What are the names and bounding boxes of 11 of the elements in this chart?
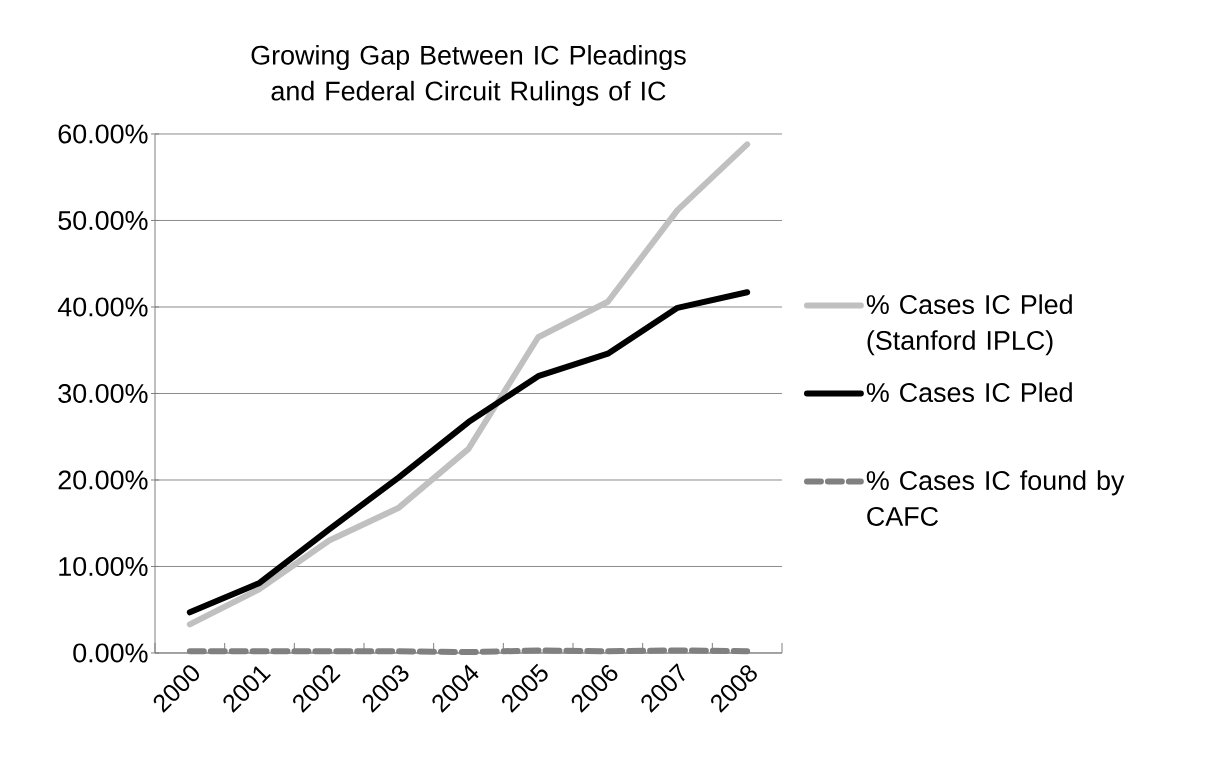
legend-label: % Cases IC found by CAFC	[866, 470, 1125, 526]
legend-label: % Cases IC Pled	[866, 382, 1072, 403]
y-tick-label: 0.00%	[73, 643, 148, 663]
legend-label: % Cases IC Pled (Stanford IPLC)	[866, 294, 1072, 356]
y-tick-label: 40.00%	[57, 297, 148, 317]
chart-title: Growing Gap Between IC Pleadings and Federal Circuit Rulings of IC	[251, 44, 686, 106]
y-tick-label: 50.00%	[58, 210, 148, 231]
y-tick-label: 60.00%	[58, 124, 148, 144]
y-tick-label: 30.00%	[58, 383, 148, 404]
y-tick-label: 20.00%	[58, 470, 148, 490]
y-tick-label: 10.00%	[59, 556, 148, 577]
